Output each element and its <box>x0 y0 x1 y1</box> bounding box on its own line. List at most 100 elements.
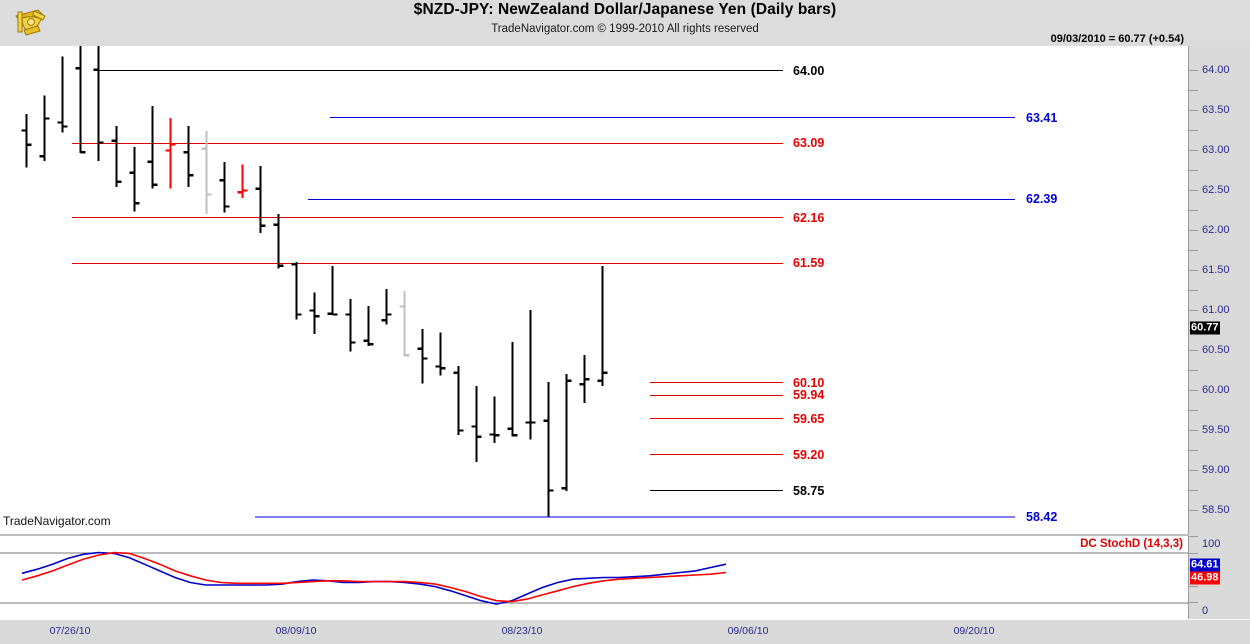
date-axis-label: 08/23/10 <box>501 625 543 637</box>
price-level-label: 58.75 <box>793 483 825 498</box>
price-axis-label: 59.50 <box>1202 424 1230 436</box>
price-axis-label: 60.50 <box>1202 344 1230 356</box>
price-axis-tick <box>1189 390 1198 391</box>
ohlc-bar <box>489 396 500 443</box>
ohlc-bar <box>129 146 140 212</box>
ohlc-bar <box>201 130 212 214</box>
ohlc-bar <box>381 289 392 325</box>
date-axis-label: 07/26/10 <box>49 625 91 637</box>
ohlc-bar <box>255 166 266 234</box>
ohlc-bar <box>525 310 536 440</box>
ohlc-bar <box>111 126 122 187</box>
ohlc-bar <box>363 306 374 346</box>
ohlc-bar <box>543 382 554 517</box>
date-axis-label: 09/20/10 <box>953 625 995 637</box>
price-axis-label: 61.50 <box>1202 264 1230 276</box>
ohlc-bar <box>309 292 320 334</box>
price-axis-minor-tick <box>1189 210 1198 211</box>
ohlc-bar <box>561 374 572 491</box>
price-axis-tick <box>1189 230 1198 231</box>
price-axis[interactable]: 64.00 63.50 63.00 62.50 62.00 61.50 61.00 60.50… <box>1188 46 1250 534</box>
price-level-label: 59.65 <box>793 411 825 426</box>
ohlc-bar <box>435 332 446 376</box>
price-axis-minor-tick <box>1189 250 1198 251</box>
ohlc-bar <box>399 290 410 357</box>
price-axis-minor-tick <box>1189 410 1198 411</box>
price-axis-tick <box>1189 430 1198 431</box>
ohlc-bar <box>345 298 356 352</box>
price-level-label: 58.42 <box>1026 509 1058 524</box>
ohlc-bar <box>39 95 50 162</box>
ohlc-bar <box>273 214 284 269</box>
price-axis-tick <box>1189 150 1198 151</box>
ohlc-bar <box>471 386 482 462</box>
stochastic-plot <box>0 551 1189 605</box>
indicator-axis-tick <box>1189 536 1198 537</box>
ohlc-bar <box>507 342 518 437</box>
date-axis-label: 09/06/10 <box>727 625 769 637</box>
ohlc-bar <box>453 366 464 435</box>
price-axis-minor-tick <box>1189 370 1198 371</box>
price-axis-label: 61.00 <box>1202 304 1230 316</box>
price-plot <box>21 46 1015 518</box>
chart-title: $NZD-JPY: NewZealand Dollar/Japanese Yen… <box>413 1 837 18</box>
price-pane[interactable]: 64.00 63.41 63.09 62.39 62.16 61.59 60.10 59.94… <box>0 46 1189 536</box>
price-level-label: 64.00 <box>793 63 825 78</box>
chart-header: $NZD-JPY: NewZealand Dollar/Japanese Yen… <box>0 0 1250 46</box>
chart-subtitle: TradeNavigator.com © 1999-2010 All right… <box>491 23 759 35</box>
date-axis[interactable]: 07/26/10 08/09/10 08/23/10 09/06/10 09/20/10 <box>0 619 1250 644</box>
indicator-pane[interactable]: DC StochD (14,3,3) <box>0 536 1189 619</box>
price-level-label: 62.39 <box>1026 192 1058 207</box>
ohlc-bar <box>21 114 32 168</box>
price-axis-label: 62.50 <box>1202 184 1230 196</box>
price-axis-minor-tick <box>1189 90 1198 91</box>
sextant-logo-icon <box>8 2 52 42</box>
ohlc-bar <box>291 262 302 320</box>
price-axis-minor-tick <box>1189 490 1198 491</box>
price-axis-label: 62.00 <box>1202 224 1230 236</box>
ohlc-bar <box>57 56 68 133</box>
last-price-badge: 60.77 <box>1190 321 1220 335</box>
ohlc-bar <box>219 162 230 213</box>
price-level-label: 62.16 <box>793 210 825 225</box>
price-axis-label: 59.00 <box>1202 464 1230 476</box>
price-level-label: 59.94 <box>793 388 825 403</box>
price-level-label: 59.20 <box>793 447 825 462</box>
price-axis-tick <box>1189 110 1198 111</box>
price-level-label: 63.09 <box>793 136 825 151</box>
price-level-label: 63.41 <box>1026 110 1058 125</box>
ohlc-bar <box>75 46 86 154</box>
indicator-name-label: DC StochD (14,3,3) <box>1080 538 1183 550</box>
price-axis-tick <box>1189 70 1198 71</box>
ohlc-bar <box>579 354 590 403</box>
price-level-label: 60.10 <box>793 375 825 390</box>
ohlc-bar <box>237 164 248 198</box>
price-axis-tick <box>1189 310 1198 311</box>
ohlc-bar <box>417 329 428 384</box>
price-axis-label: 60.00 <box>1202 384 1230 396</box>
ohlc-bar <box>147 106 158 189</box>
indicator-axis[interactable]: 100 0 64.61 46.98 <box>1188 536 1250 620</box>
ohlc-bar <box>327 266 338 316</box>
price-axis-tick <box>1189 350 1198 351</box>
indicator-axis-minor-tick <box>1189 552 1198 554</box>
price-axis-minor-tick <box>1189 450 1198 451</box>
indicator-axis-minor-tick <box>1189 585 1198 587</box>
price-axis-minor-tick <box>1189 290 1198 291</box>
price-axis-label: 63.50 <box>1202 104 1230 116</box>
price-axis-tick <box>1189 270 1198 271</box>
price-axis-minor-tick <box>1189 170 1198 171</box>
price-level-label: 61.59 <box>793 256 825 271</box>
indicator-axis-minor-tick <box>1189 602 1198 604</box>
last-quote-readout: 09/03/2010 = 60.77 (+0.54) <box>1050 33 1184 45</box>
price-axis-minor-tick <box>1189 130 1198 131</box>
price-axis-tick <box>1189 510 1198 511</box>
indicator-axis-label: 100 <box>1202 538 1221 550</box>
price-axis-tick <box>1189 190 1198 191</box>
indicator-d-badge: 46.98 <box>1190 571 1220 585</box>
indicator-axis-label: 0 <box>1202 605 1209 617</box>
price-axis-label: 58.50 <box>1202 504 1230 516</box>
date-axis-label: 08/09/10 <box>275 625 317 637</box>
indicator-k-badge: 64.61 <box>1190 558 1220 572</box>
